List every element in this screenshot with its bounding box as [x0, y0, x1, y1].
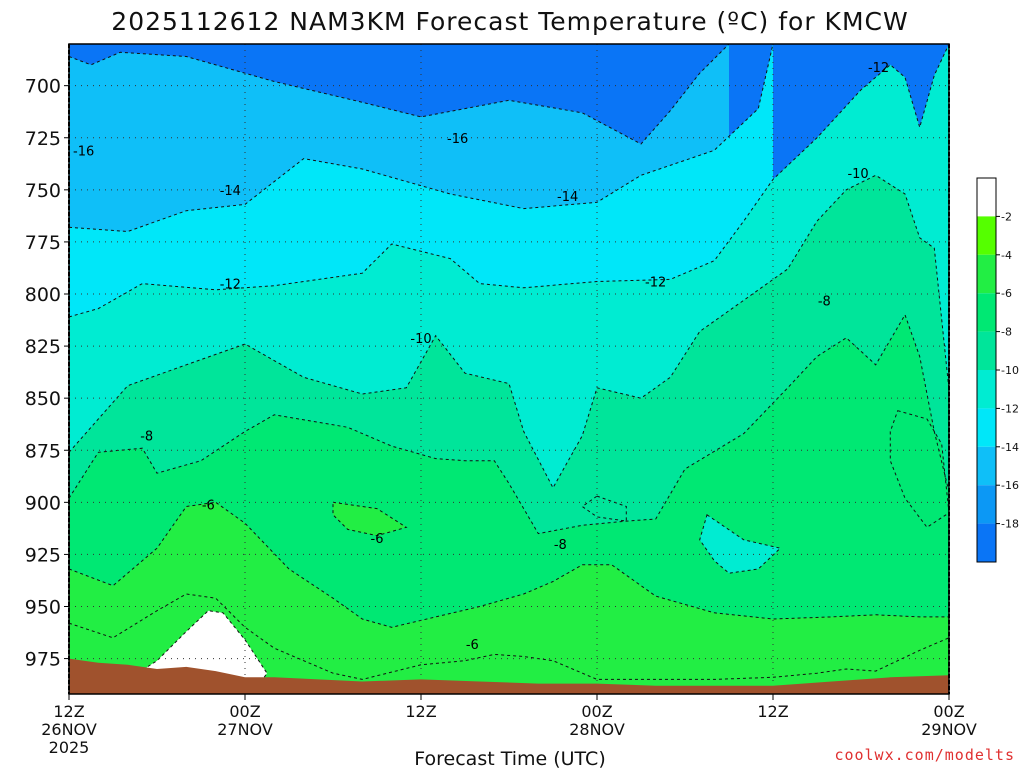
y-tick-label: 775: [25, 232, 61, 254]
contour-line: [69, 44, 730, 145]
plot-fill-group: -16 -16 -12 -14 -14 -10 -12 -12 -10 -8 -8 -6 -6 -8 -6: [69, 44, 949, 694]
colorbar: -2 -4 -6 -8 -10 -12 -14 -16 -18: [976, 177, 1019, 563]
x-tick-label: 00Z 27NOV: [217, 702, 273, 739]
colorbar-label: -18: [1001, 518, 1019, 531]
y-tick-label: 925: [25, 544, 61, 566]
y-tick-label: 725: [25, 128, 61, 150]
plot-area: -16 -16 -12 -14 -14 -10 -12 -12 -10 -8 -8 -6 -6 -8 -6: [69, 44, 949, 694]
colorbar-swatch: [977, 254, 996, 294]
contour-label: -12: [645, 276, 666, 291]
contour-line: [69, 174, 949, 489]
contour-label: -8: [818, 294, 831, 309]
y-tick-label: 850: [25, 388, 61, 410]
colorbar-swatch: [977, 523, 996, 562]
contour-label: -10: [847, 167, 868, 182]
contour-line: [69, 44, 949, 318]
contour-label: -16: [447, 132, 468, 147]
colorbar-label: -4: [1001, 249, 1012, 262]
colorbar-swatch: [977, 485, 996, 524]
contour-label: -6: [371, 532, 384, 547]
y-tick-label: 875: [25, 440, 61, 462]
y-tick-label: 700: [25, 76, 61, 98]
contour-line: [699, 513, 782, 574]
y-tick-label: 975: [25, 649, 61, 671]
contour-label: -16: [73, 144, 94, 159]
contour-line: [69, 593, 949, 680]
x-axis-label: Forecast Time (UTC): [414, 748, 605, 768]
x-tick-label: 12Z: [757, 702, 788, 721]
contour-line: [69, 313, 949, 535]
contour-line: [69, 501, 949, 628]
colorbar-label: -2: [1001, 210, 1012, 223]
x-tick-label: 00Z 28NOV: [569, 702, 625, 739]
colorbar-swatch: [977, 178, 996, 217]
contour-label: -10: [410, 332, 431, 347]
credit-text: coolwx.com/modelts: [834, 746, 1015, 764]
colorbar-label: -8: [1001, 326, 1012, 339]
temperature-island: [699, 514, 781, 574]
chart-title: 2025112612 NAM3KM Forecast Temperature (…: [111, 7, 908, 36]
ground-terrain: [69, 658, 949, 694]
colorbar-label: -6: [1001, 287, 1012, 300]
temperature-island: [890, 410, 949, 528]
contour-line: [581, 495, 627, 522]
contour-label: -8: [554, 538, 567, 553]
contour-label: -12: [220, 278, 241, 293]
x-tick-label: 00Z 29NOV: [921, 702, 977, 739]
colorbar-label: -12: [1001, 402, 1019, 415]
contour-line: [69, 44, 774, 233]
contour-label: -14: [557, 190, 578, 205]
y-tick-label: 800: [25, 284, 61, 306]
warm-pocket: [127, 610, 267, 686]
contour-label: -8: [140, 430, 153, 445]
temperature-region: [69, 594, 949, 694]
colorbar-swatch: [977, 446, 996, 486]
temperature-island: [333, 502, 407, 536]
contour-label: -12: [868, 61, 889, 76]
colorbar-swatch: [977, 408, 996, 447]
colorbar-label: -16: [1001, 479, 1019, 492]
axes: 700 725 750 775 800 825 850 875 900 925 950 975 12Z 2…: [25, 43, 977, 757]
contour-line: [332, 501, 408, 537]
x-tick-label: 12Z 26NOV 2025: [41, 702, 97, 757]
colorbar-label: -10: [1001, 364, 1019, 377]
x-tick-label: 12Z: [405, 702, 436, 721]
y-tick-label: 950: [25, 597, 61, 619]
contour-label: -6: [466, 638, 479, 653]
temperature-island: [582, 496, 627, 522]
y-tick-label: 825: [25, 336, 61, 358]
y-tick-label: 900: [25, 492, 61, 514]
colorbar-swatch: [977, 331, 996, 370]
colorbar-swatch: [977, 216, 996, 255]
contour-label: -6: [202, 498, 215, 513]
contour-label: -14: [220, 184, 241, 199]
colorbar-swatch: [977, 293, 996, 332]
y-tick-label: 750: [25, 180, 61, 202]
colorbar-swatch: [977, 370, 996, 409]
temperature-region: [69, 502, 949, 694]
colorbar-label: -14: [1001, 441, 1019, 454]
